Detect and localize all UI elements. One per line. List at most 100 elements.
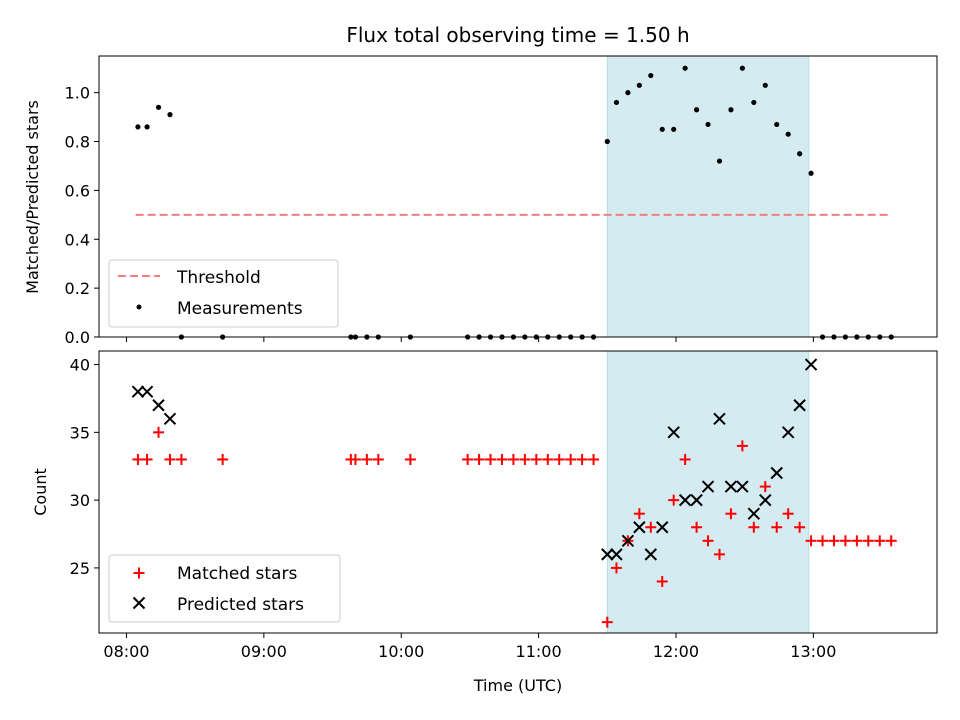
matched-point-1 [141,453,153,465]
predicted-point-11-b [678,493,692,507]
bottom-y-axis-label: Count [31,468,50,516]
predicted-point-16 [736,480,749,493]
matched-point-10 [404,453,416,465]
predicted-point-16-b [736,480,749,493]
bottom-legend-box [108,554,341,623]
bottom-y-ticks: 25 30 35 40 [70,356,99,578]
predicted-point-13-b [701,480,715,493]
predicted-point-1-b [140,385,154,398]
bottom-ytick-label-2: 35 [70,423,90,442]
matched-point-31 [691,521,703,533]
measurement-point-2 [155,104,162,110]
predicted-point-2-b [152,399,165,412]
top-ytick-label-5: 1.0 [65,84,90,103]
matched-point-29 [668,494,680,506]
matched-stars-series [132,426,897,628]
matched-point-3 [164,453,176,465]
measurement-point-27 [648,72,654,79]
top-legend: Threshold Measurements [108,259,339,328]
matched-point-40 [794,521,806,533]
legend-predicted-swatch [132,596,146,610]
predicted-point-1 [140,385,154,398]
predicted-point-4 [601,548,614,561]
matched-point-48 [885,535,897,547]
predicted-point-14 [713,412,726,425]
measurement-point-30 [682,65,688,71]
predicted-point-15-b [724,480,738,493]
predicted-point-19 [770,466,783,480]
bottom-axes-frame [98,350,938,634]
predicted-point-22 [804,358,818,371]
top-shaded-span [606,55,810,338]
predicted-point-0-b [131,385,145,398]
predicted-point-4-b [601,548,614,561]
top-ytick-label-4: 0.8 [65,133,90,152]
matched-point-7 [349,453,361,465]
measurement-point-24 [613,99,620,106]
legend-threshold-label: Threshold [176,268,261,288]
measurement-point-33 [716,158,723,164]
predicted-point-7 [633,521,646,534]
predicted-point-11 [678,493,692,507]
matched-point-43 [828,535,840,547]
matched-point-15 [507,453,519,465]
top-x-ticks [125,337,814,342]
matched-point-45 [851,535,863,547]
predicted-point-2 [152,399,165,412]
matched-point-13 [485,453,497,465]
predicted-point-14-b [713,412,726,425]
predicted-point-3 [163,412,177,425]
legend-predicted-label: Predicted stars [177,595,304,615]
predicted-point-21 [793,399,806,412]
matched-point-23 [601,616,613,628]
predicted-point-22-b [804,358,818,371]
predicted-point-10 [667,426,680,439]
measurement-point-40 [797,151,803,157]
legend-matched-marker [133,567,145,579]
matched-point-24 [610,562,622,574]
legend-predicted-marker-b [132,596,146,610]
bottom-plot-area [131,350,897,634]
matched-point-18 [542,453,554,465]
bottom-xtick-label-2: 10:00 [378,642,424,661]
predicted-point-8-b [644,548,658,561]
matched-point-27 [645,521,657,533]
top-y-ticks: 0.0 0.2 0.4 0.6 0.8 1.0 [65,84,99,347]
matched-point-38 [771,521,783,533]
bottom-ytick-label-1: 30 [70,491,90,510]
measurement-point-1 [144,124,150,130]
bottom-xtick-label-4: 12:00 [653,642,699,661]
predicted-point-15 [724,480,738,493]
bottom-xtick-label-0: 08:00 [103,642,149,661]
legend-matched-swatch [133,567,145,579]
measurement-point-29 [671,126,677,132]
matched-point-8 [361,453,373,465]
matched-point-20 [565,453,577,465]
bottom-xtick-label-3: 11:00 [516,642,562,661]
top-ytick-label-1: 0.2 [65,279,90,298]
predicted-point-8 [644,548,658,561]
predicted-point-9 [656,521,669,534]
bottom-xtick-label-1: 09:00 [241,642,287,661]
matched-point-26 [633,508,645,520]
measurement-point-26 [636,82,642,88]
matched-point-4 [175,453,187,465]
matched-point-19 [553,453,565,465]
measurement-point-0 [135,124,141,130]
predicted-point-13 [701,480,715,493]
bottom-shaded-span [606,350,810,634]
matched-point-2 [153,426,165,438]
top-axes: Flux total observing time = 1.50 h 0.00.… [23,23,938,347]
measurement-point-23 [604,138,610,145]
predicted-point-0 [131,385,145,398]
matched-point-12 [473,453,485,465]
matched-point-35 [736,440,748,452]
matched-point-28 [656,575,668,587]
matched-point-41 [805,535,817,547]
matched-point-11 [462,453,474,465]
top-ytick-label-3: 0.6 [65,181,90,200]
matched-point-39 [782,508,794,520]
predicted-point-9-b [656,521,669,534]
matched-point-32 [702,535,714,547]
matched-point-46 [862,535,874,547]
